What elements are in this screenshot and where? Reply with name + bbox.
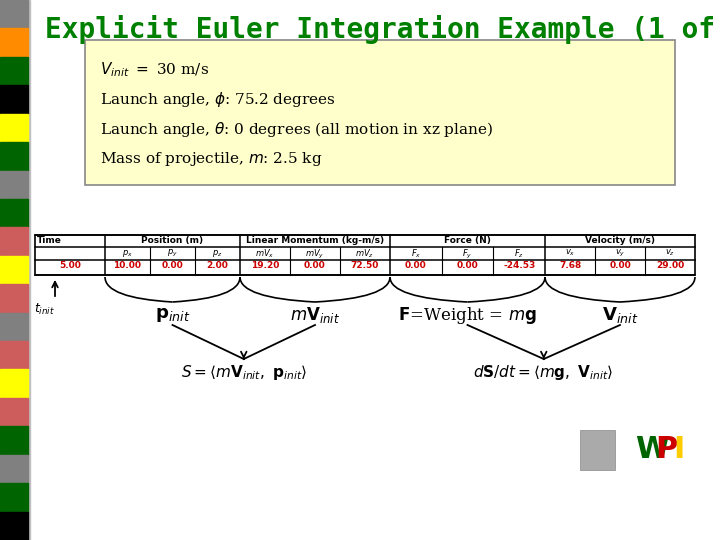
Text: $p_x$: $p_x$ xyxy=(122,248,133,259)
FancyBboxPatch shape xyxy=(85,40,675,185)
Text: Time: Time xyxy=(37,236,62,245)
Text: $mV_y$: $mV_y$ xyxy=(305,248,325,261)
Bar xyxy=(0,199,28,227)
Bar xyxy=(35,235,695,275)
Bar xyxy=(0,341,28,369)
Text: Mass of projectile, $m$: 2.5 kg: Mass of projectile, $m$: 2.5 kg xyxy=(100,150,323,168)
Bar xyxy=(0,85,28,114)
Bar xyxy=(0,29,28,57)
Bar xyxy=(0,227,28,256)
Text: $mV_x$: $mV_x$ xyxy=(256,248,275,260)
Text: $d\mathbf{S}/dt = \langle m\mathbf{g},\ \mathbf{V}_{init}\rangle$: $d\mathbf{S}/dt = \langle m\mathbf{g},\ … xyxy=(474,362,614,381)
Text: $v_z$: $v_z$ xyxy=(665,248,675,259)
Bar xyxy=(0,313,28,341)
Text: 5.00: 5.00 xyxy=(59,261,81,270)
Text: $\mathit{V}_{init}$ $=$ 30 m/s: $\mathit{V}_{init}$ $=$ 30 m/s xyxy=(100,60,209,79)
Text: P: P xyxy=(655,435,678,464)
Text: $v_y$: $v_y$ xyxy=(615,248,625,259)
Bar xyxy=(580,430,615,470)
Bar xyxy=(0,369,28,398)
Text: $p_y$: $p_y$ xyxy=(167,248,178,259)
Text: Force (N): Force (N) xyxy=(444,236,491,245)
Text: $F_y$: $F_y$ xyxy=(462,248,473,261)
Text: 29.00: 29.00 xyxy=(656,261,684,270)
Bar xyxy=(0,114,28,142)
Text: $mV_z$: $mV_z$ xyxy=(356,248,374,260)
Bar xyxy=(0,171,28,199)
Text: Launch angle, $\theta$: 0 degrees (all motion in xz plane): Launch angle, $\theta$: 0 degrees (all m… xyxy=(100,120,493,139)
Text: 10.00: 10.00 xyxy=(114,261,142,270)
Bar xyxy=(0,455,28,483)
Text: -24.53: -24.53 xyxy=(503,261,535,270)
Bar xyxy=(0,142,28,171)
Text: 0.00: 0.00 xyxy=(304,261,326,270)
Text: $\mathbf{V}_{init}$: $\mathbf{V}_{init}$ xyxy=(602,305,638,325)
Text: $F_z$: $F_z$ xyxy=(514,248,524,260)
Text: $S = \langle m\mathbf{V}_{init},\ \mathbf{p}_{init}\rangle$: $S = \langle m\mathbf{V}_{init},\ \mathb… xyxy=(181,362,307,381)
Bar xyxy=(0,0,28,29)
Bar xyxy=(0,483,28,511)
Bar xyxy=(0,57,28,85)
Text: $v_x$: $v_x$ xyxy=(564,248,575,259)
Text: Explicit Euler Integration Example (1 of 2): Explicit Euler Integration Example (1 of… xyxy=(45,15,720,44)
Text: 7.68: 7.68 xyxy=(559,261,581,270)
Bar xyxy=(0,426,28,455)
Text: 72.50: 72.50 xyxy=(351,261,379,270)
Text: 0.00: 0.00 xyxy=(609,261,631,270)
Text: Velocity (m/s): Velocity (m/s) xyxy=(585,236,655,245)
Text: Position (m): Position (m) xyxy=(141,236,204,245)
Text: W: W xyxy=(635,435,669,464)
Text: 0.00: 0.00 xyxy=(405,261,427,270)
Text: $t_{init}$: $t_{init}$ xyxy=(35,302,55,317)
Text: $\mathbf{F}$=Weight = $m\mathbf{g}$: $\mathbf{F}$=Weight = $m\mathbf{g}$ xyxy=(398,305,537,326)
Bar xyxy=(0,511,28,540)
Text: I: I xyxy=(673,435,685,464)
Bar xyxy=(0,0,30,540)
Text: $\mathbf{p}_{init}$: $\mathbf{p}_{init}$ xyxy=(155,306,190,324)
Text: $F_x$: $F_x$ xyxy=(410,248,421,260)
Text: $p_z$: $p_z$ xyxy=(212,248,222,259)
Text: 0.00: 0.00 xyxy=(456,261,478,270)
Text: 0.00: 0.00 xyxy=(161,261,184,270)
Bar xyxy=(0,398,28,426)
Text: Linear Momentum (kg-m/s): Linear Momentum (kg-m/s) xyxy=(246,236,384,245)
Text: 19.20: 19.20 xyxy=(251,261,279,270)
Bar xyxy=(0,256,28,284)
Text: $m\mathbf{V}_{init}$: $m\mathbf{V}_{init}$ xyxy=(290,305,340,325)
Text: 2.00: 2.00 xyxy=(207,261,228,270)
Text: Launch angle, $\phi$: 75.2 degrees: Launch angle, $\phi$: 75.2 degrees xyxy=(100,90,336,109)
Bar xyxy=(0,284,28,313)
